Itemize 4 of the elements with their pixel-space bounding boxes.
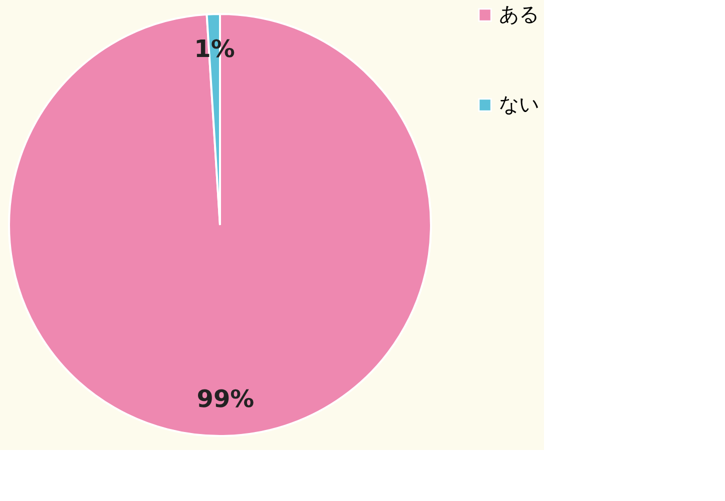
pie-slice [8,13,432,437]
legend-label: ある [499,2,539,26]
data-label: 99% [196,384,254,413]
legend-label: ない [499,92,539,116]
